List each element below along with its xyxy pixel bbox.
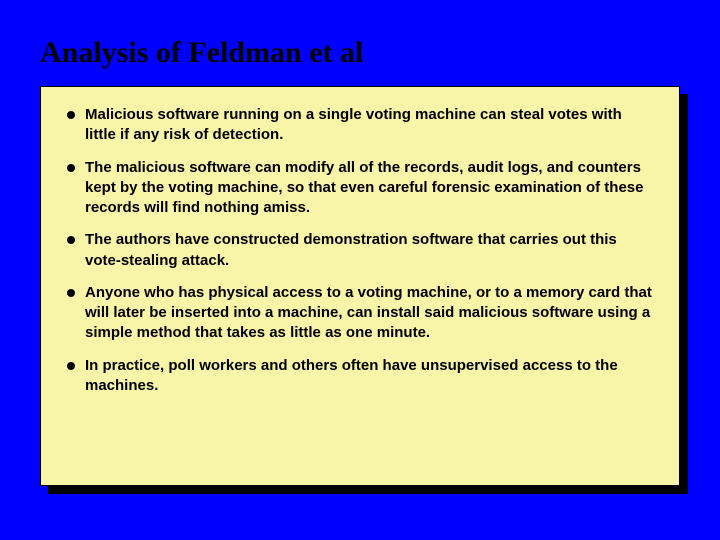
bullet-text: In practice, poll workers and others oft… <box>85 357 618 394</box>
content-panel: Malicious software running on a single v… <box>40 86 680 486</box>
bullet-text: Anyone who has physical access to a voti… <box>85 284 652 342</box>
bullet-icon <box>67 362 75 370</box>
content-panel-wrap: Malicious software running on a single v… <box>40 86 680 486</box>
bullet-icon <box>67 111 75 119</box>
slide-title: Analysis of Feldman et al <box>40 36 684 70</box>
bullet-icon <box>67 164 75 172</box>
list-item: The authors have constructed demonstrati… <box>65 230 655 271</box>
list-item: Anyone who has physical access to a voti… <box>65 283 655 344</box>
bullet-list: Malicious software running on a single v… <box>65 105 655 396</box>
bullet-text: Malicious software running on a single v… <box>85 106 622 143</box>
list-item: In practice, poll workers and others oft… <box>65 356 655 397</box>
list-item: Malicious software running on a single v… <box>65 105 655 146</box>
list-item: The malicious software can modify all of… <box>65 158 655 219</box>
bullet-icon <box>67 289 75 297</box>
bullet-icon <box>67 236 75 244</box>
bullet-text: The authors have constructed demonstrati… <box>85 231 617 268</box>
bullet-text: The malicious software can modify all of… <box>85 159 643 217</box>
